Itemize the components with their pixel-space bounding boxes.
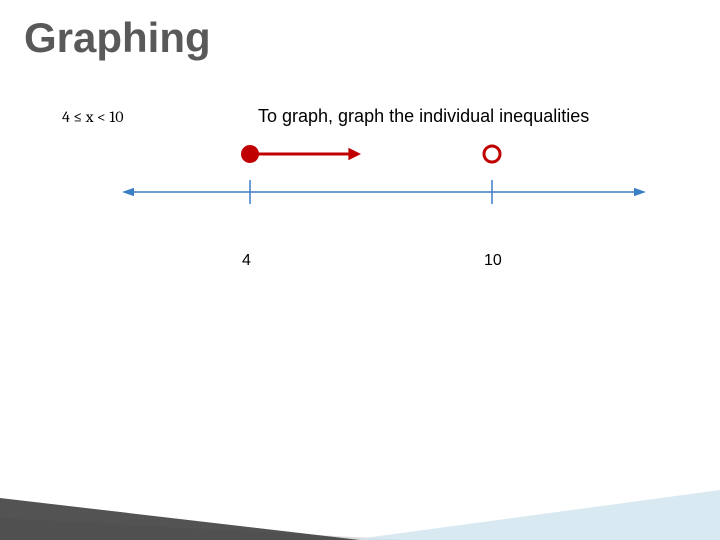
slide-decor	[0, 420, 720, 540]
page-title: Graphing	[24, 14, 211, 62]
tick-label: 10	[484, 252, 502, 270]
inequality-expression: 4 ≤ x < 10	[62, 108, 123, 126]
tick-label: 4	[242, 252, 251, 270]
number-line-diagram: 4 10	[100, 130, 660, 300]
instruction-text: To graph, graph the individual inequalit…	[258, 106, 589, 127]
number-line-svg	[100, 130, 660, 300]
